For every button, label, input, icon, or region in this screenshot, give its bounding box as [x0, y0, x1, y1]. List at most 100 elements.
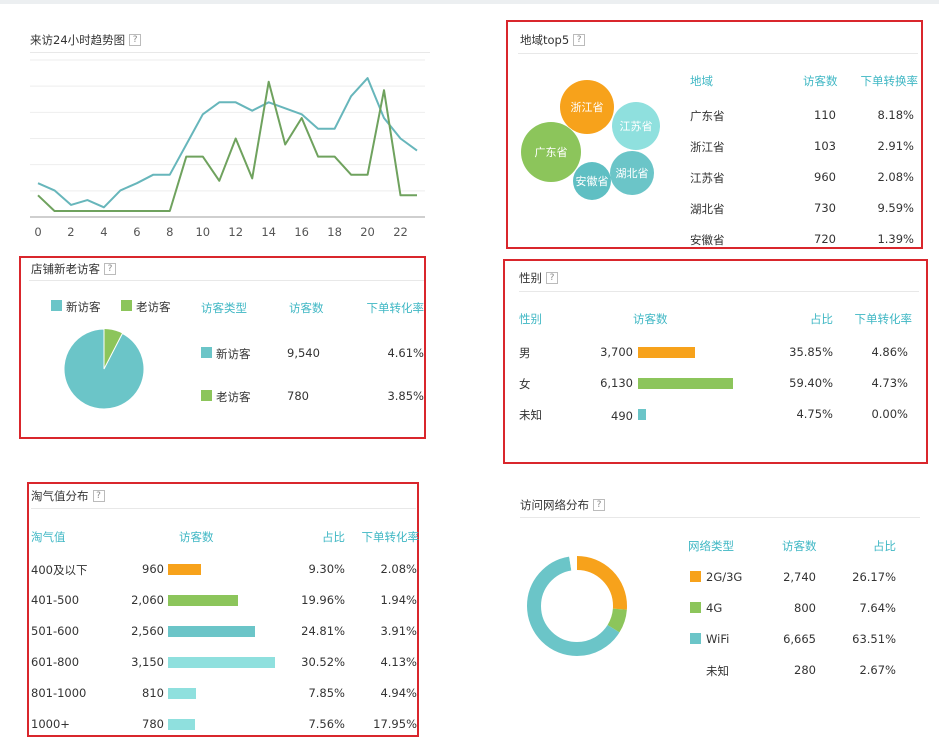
- region-rate: 2.91%: [877, 139, 914, 153]
- col-header-share: 占比: [873, 539, 896, 553]
- col-header-rate: 下单转化率: [366, 301, 425, 315]
- row-rate-old: 3.85%: [387, 389, 424, 403]
- trend-title: 来访24小时趋势图 ?: [30, 32, 142, 48]
- taoqi-visitors: 3,150: [131, 655, 164, 669]
- taoqi-share: 7.56%: [308, 717, 345, 731]
- gender-label: 男: [519, 346, 531, 360]
- x-tick-label: 22: [393, 225, 408, 239]
- x-tick-label: 18: [327, 225, 342, 239]
- help-icon[interactable]: ?: [104, 263, 116, 275]
- help-icon[interactable]: ?: [92, 490, 105, 502]
- col-header-share: 占比: [322, 530, 345, 544]
- network-share: 7.64%: [859, 601, 896, 615]
- help-icon[interactable]: ?: [593, 499, 605, 511]
- x-tick-label: 12: [228, 225, 244, 239]
- legend-swatch-new: [51, 300, 62, 311]
- row-swatch-old: [201, 390, 212, 401]
- col-header-visitors: 访客数: [179, 530, 214, 544]
- taoqi-rate: 1.94%: [380, 593, 417, 607]
- taoqi-visitors: 960: [142, 562, 164, 576]
- taoqi-title: 淘气值分布 ?: [31, 488, 105, 504]
- taoqi-label: 401-500: [31, 593, 80, 607]
- region-name: 安徽省: [690, 233, 725, 247]
- help-icon[interactable]: ?: [129, 34, 142, 46]
- bubble-label: 安徽省: [575, 175, 609, 188]
- region-title: 地域top5 ?: [520, 32, 586, 48]
- help-icon[interactable]: ?: [573, 34, 586, 46]
- network-visitors: 2,740: [783, 570, 816, 584]
- legend-swatch-old: [121, 300, 132, 311]
- gender-title: 性别 ?: [519, 270, 558, 286]
- gender-rate: 0.00%: [871, 407, 908, 421]
- bubble-zhejiang: 浙江省: [560, 80, 614, 134]
- taoqi-bar: [168, 719, 195, 730]
- x-tick-label: 2: [67, 225, 75, 239]
- x-tick-label: 0: [34, 225, 42, 239]
- taoqi-visitors: 2,560: [131, 624, 164, 638]
- x-tick-label: 10: [195, 225, 211, 239]
- region-visitors: 110: [814, 108, 836, 122]
- bubble-guangdong: 广东省: [521, 122, 581, 182]
- pie-slice-new: [63, 328, 145, 410]
- network-visitors: 280: [794, 663, 816, 677]
- row-rate-new: 4.61%: [387, 346, 424, 360]
- gender-bar: [638, 378, 733, 389]
- trend-line-chart: [30, 59, 425, 218]
- col-header-visitors: 访客数: [803, 74, 838, 88]
- taoqi-rate: 17.95%: [373, 717, 417, 731]
- divider: [30, 52, 430, 53]
- divider: [518, 53, 918, 54]
- taoqi-share: 24.81%: [301, 624, 345, 638]
- help-icon[interactable]: ?: [546, 272, 558, 284]
- taoqi-title-text: 淘气值分布: [31, 489, 89, 503]
- taoqi-rate: 3.91%: [380, 624, 417, 638]
- region-rate: 8.18%: [877, 108, 914, 122]
- top-bar: [0, 0, 939, 4]
- network-donut-chart: [527, 556, 627, 656]
- taoqi-bar: [168, 688, 196, 699]
- region-name: 湖北省: [690, 202, 725, 216]
- gender-rate: 4.86%: [871, 345, 908, 359]
- taoqi-share: 30.52%: [301, 655, 345, 669]
- divider: [29, 280, 424, 281]
- donut-segment: [527, 556, 627, 656]
- legend-label-old: 老访客: [136, 300, 171, 314]
- taoqi-bar: [168, 657, 275, 668]
- gender-panel: 性别 ? 性别 访客数 占比 下单转化率 男 3,700 35.85% 4.86% 女 6…: [503, 259, 928, 464]
- taoqi-panel: 淘气值分布 ? 淘气值 访客数 占比 下单转化率 400及以下 960 9.30% 2…: [27, 482, 419, 737]
- region-name: 江苏省: [690, 171, 725, 185]
- newold-title-text: 店铺新老访客: [31, 262, 100, 276]
- newold-title: 店铺新老访客 ?: [31, 261, 116, 277]
- col-header-type: 访客类型: [201, 301, 247, 315]
- region-visitors: 960: [814, 170, 836, 184]
- network-visitors: 6,665: [783, 632, 816, 646]
- gender-label: 女: [519, 377, 531, 391]
- network-swatch: [690, 633, 701, 644]
- gender-visitors: 6,130: [600, 376, 633, 390]
- taoqi-label: 601-800: [31, 655, 80, 669]
- newold-panel: 店铺新老访客 ? 新访客 老访客 访客类型 访客数 下单转化率 新访客 9,54…: [19, 256, 426, 439]
- gender-title-text: 性别: [519, 271, 542, 285]
- row-visitors-old: 780: [287, 389, 309, 403]
- col-header-visitors: 访客数: [289, 301, 324, 315]
- taoqi-rate: 2.08%: [380, 562, 417, 576]
- gender-visitors: 3,700: [600, 345, 633, 359]
- region-rate: 2.08%: [877, 170, 914, 184]
- col-header-visitors: 访客数: [633, 312, 668, 326]
- newold-pie-chart: [63, 328, 145, 410]
- bubble-label: 浙江省: [570, 101, 604, 114]
- taoqi-visitors: 780: [142, 717, 164, 731]
- taoqi-visitors: 2,060: [131, 593, 164, 607]
- row-visitors-new: 9,540: [287, 346, 320, 360]
- network-swatch: [690, 602, 701, 613]
- x-tick-label: 16: [294, 225, 309, 239]
- region-name: 浙江省: [690, 140, 725, 154]
- divider: [520, 517, 920, 518]
- divider: [519, 291, 919, 292]
- taoqi-share: 19.96%: [301, 593, 345, 607]
- x-tick-label: 4: [100, 225, 108, 239]
- legend-label-new: 新访客: [66, 300, 101, 314]
- network-title: 访问网络分布 ?: [520, 497, 605, 513]
- col-header-rate: 下单转化率: [361, 530, 420, 544]
- taoqi-bar: [168, 564, 201, 575]
